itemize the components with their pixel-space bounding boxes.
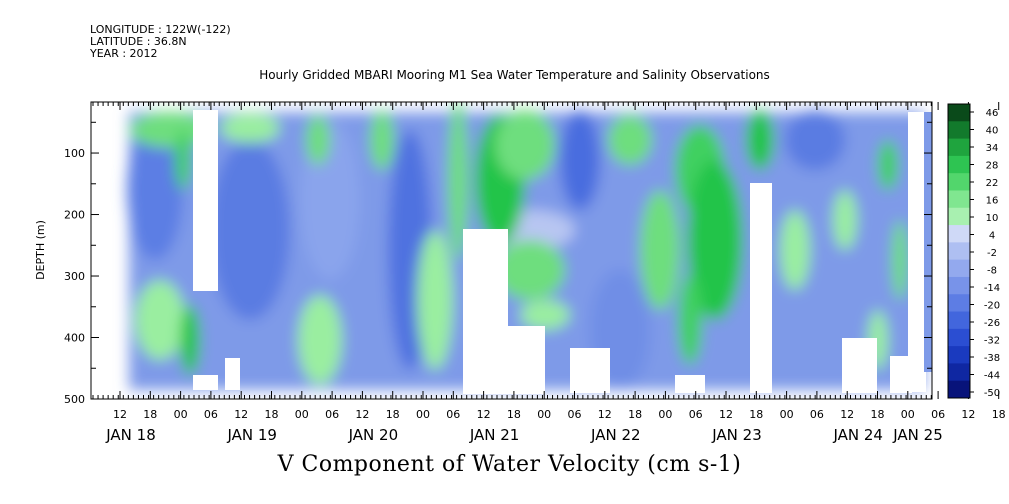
y-tick-label: 500 (64, 393, 85, 406)
y-tick-label: 200 (64, 209, 85, 222)
chart-title: Hourly Gridded MBARI Mooring M1 Sea Wate… (259, 68, 770, 82)
x-hour-label: 12 (477, 408, 491, 421)
x-hour-label: 18 (992, 408, 1006, 421)
colorbar-label: -32 (984, 336, 1000, 347)
colorbar-label: 22 (986, 178, 999, 189)
x-day-label: JAN 25 (892, 426, 943, 444)
x-hour-label: 06 (325, 408, 339, 421)
colorbar-swatch (948, 104, 970, 122)
x-hour-label: 06 (931, 408, 945, 421)
colorbar-swatch (948, 380, 970, 399)
x-hour-label: 18 (265, 408, 279, 421)
latitude-label: LATITUDE : 36.8N (90, 35, 187, 48)
x-hour-label: 18 (507, 408, 521, 421)
colorbar-label: -38 (984, 353, 1000, 364)
colorbar-label: -26 (984, 318, 1000, 329)
colorbar-label: -14 (984, 283, 1000, 294)
year-label: YEAR : 2012 (90, 47, 158, 60)
x-hour-label: 06 (689, 408, 703, 421)
x-hour-label: 00 (416, 408, 430, 421)
x-hour-label: 06 (446, 408, 460, 421)
colorbar-swatch (948, 225, 970, 243)
y-tick-label: 100 (64, 147, 85, 160)
x-hour-label: 00 (174, 408, 188, 421)
colorbar-label: -44 (984, 371, 1000, 382)
colorbar-swatch (948, 276, 970, 295)
y-tick-label: 400 (64, 332, 85, 345)
colorbar-swatch (948, 242, 970, 261)
colorbar-label: 40 (986, 126, 999, 137)
colorbar-swatch (948, 259, 970, 278)
colorbar-label: 4 (989, 231, 995, 242)
x-hour-label: 18 (386, 408, 400, 421)
x-hour-label: 00 (537, 408, 551, 421)
x-hour-label: 06 (568, 408, 582, 421)
x-day-label: JAN 23 (711, 426, 762, 444)
longitude-label: LONGITUDE : 122W(-122) (90, 23, 231, 36)
x-hour-label: 00 (295, 408, 309, 421)
x-hour-label: 12 (840, 408, 854, 421)
colorbar-label: 16 (986, 196, 999, 207)
x-hour-label: 06 (810, 408, 824, 421)
x-hour-label: 00 (901, 408, 915, 421)
x-day-label: JAN 18 (105, 426, 156, 444)
colorbar-label: 10 (986, 213, 999, 224)
x-hour-label: 18 (628, 408, 642, 421)
x-day-label: JAN 19 (226, 426, 277, 444)
x-axis-title: V Component of Water Velocity (cm s-1) (277, 452, 742, 477)
colorbar-swatch (948, 155, 970, 174)
colorbar-swatch (948, 328, 970, 347)
colorbar-label: 28 (986, 161, 999, 172)
colorbar-label: -50 (984, 388, 1000, 399)
colorbar-label: 46 (986, 108, 999, 119)
x-hour-label: 12 (719, 408, 733, 421)
x-hour-label: 18 (143, 408, 157, 421)
y-axis-label: DEPTH (m) (34, 220, 47, 280)
y-tick-label: 300 (64, 270, 85, 283)
x-hour-label: 12 (234, 408, 248, 421)
colorbar-label: 34 (986, 143, 999, 154)
x-hour-label: 18 (871, 408, 885, 421)
x-day-label: JAN 20 (348, 426, 399, 444)
colorbar-swatch (948, 311, 970, 330)
missing-data-mask (193, 110, 926, 394)
x-hour-label: 00 (780, 408, 794, 421)
x-hour-label: 12 (113, 408, 127, 421)
x-hour-label: 18 (749, 408, 763, 421)
x-hour-label: 12 (961, 408, 975, 421)
colorbar-label: -20 (984, 301, 1000, 312)
colorbar-swatch (948, 294, 970, 313)
colorbar-swatch (948, 363, 970, 382)
colorbar-frame (947, 103, 971, 399)
colorbar-swatch (948, 121, 970, 140)
x-day-label: JAN 21 (469, 426, 520, 444)
colorbar-label: -2 (987, 248, 997, 259)
x-hour-label: 12 (598, 408, 612, 421)
x-day-label: JAN 22 (590, 426, 641, 444)
colorbar-swatch (948, 138, 970, 157)
x-hour-label: 06 (204, 408, 218, 421)
x-hour-label: 00 (658, 408, 672, 421)
x-hour-label: 12 (355, 408, 369, 421)
colorbar-swatch (948, 173, 970, 191)
x-day-label: JAN 24 (832, 426, 883, 444)
plot-frame (90, 101, 933, 400)
colorbar-swatch (948, 346, 970, 364)
colorbar-swatch (948, 207, 970, 226)
colorbar-swatch (948, 190, 970, 209)
colorbar-label: -8 (987, 266, 997, 277)
